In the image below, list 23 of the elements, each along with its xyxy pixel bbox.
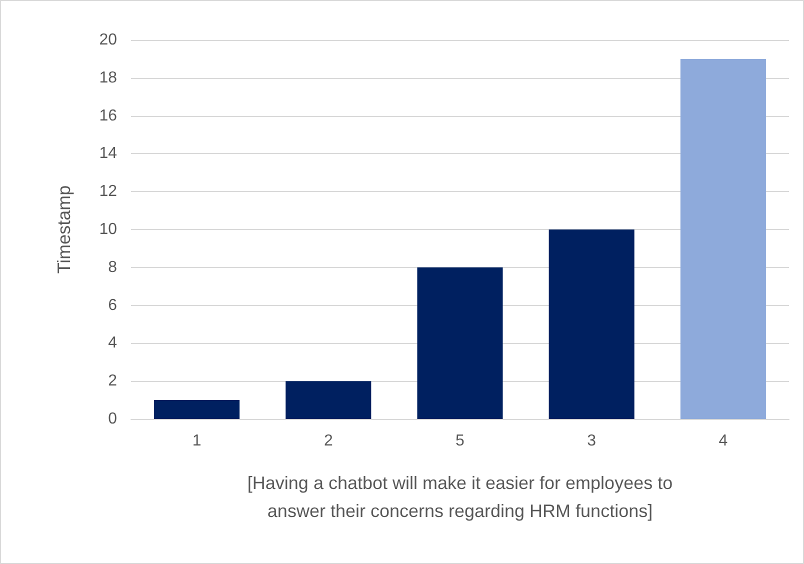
bar: [680, 58, 766, 419]
y-tick-label: 14: [99, 145, 118, 162]
x-tick-label: 1: [192, 432, 202, 450]
bar: [548, 230, 634, 419]
y-axis-title: Timestamp: [54, 185, 74, 274]
y-tick-label: 8: [108, 258, 118, 276]
y-tick-label: 20: [99, 32, 118, 48]
y-tick-label: 12: [99, 183, 118, 200]
bar: [417, 267, 503, 419]
bar: [286, 381, 372, 419]
x-tick-label: 3: [587, 432, 596, 450]
y-tick-label: 4: [108, 334, 118, 352]
x-tick-label: 5: [456, 432, 465, 450]
x-tick-label: 4: [718, 432, 728, 450]
bar: [154, 400, 240, 419]
y-tick-label: 0: [108, 410, 118, 428]
y-tick-label: 2: [108, 372, 118, 390]
y-tick-label: 6: [108, 296, 118, 314]
y-tick-label: 18: [99, 69, 118, 86]
x-axis-title: [Having a chatbot will make it easier for employees to answer their concerns regarding HRM functions]: [247, 473, 673, 521]
y-tick-label: 16: [99, 107, 118, 124]
x-tick-label: 2: [324, 432, 333, 450]
y-tick-label: 10: [99, 221, 118, 238]
